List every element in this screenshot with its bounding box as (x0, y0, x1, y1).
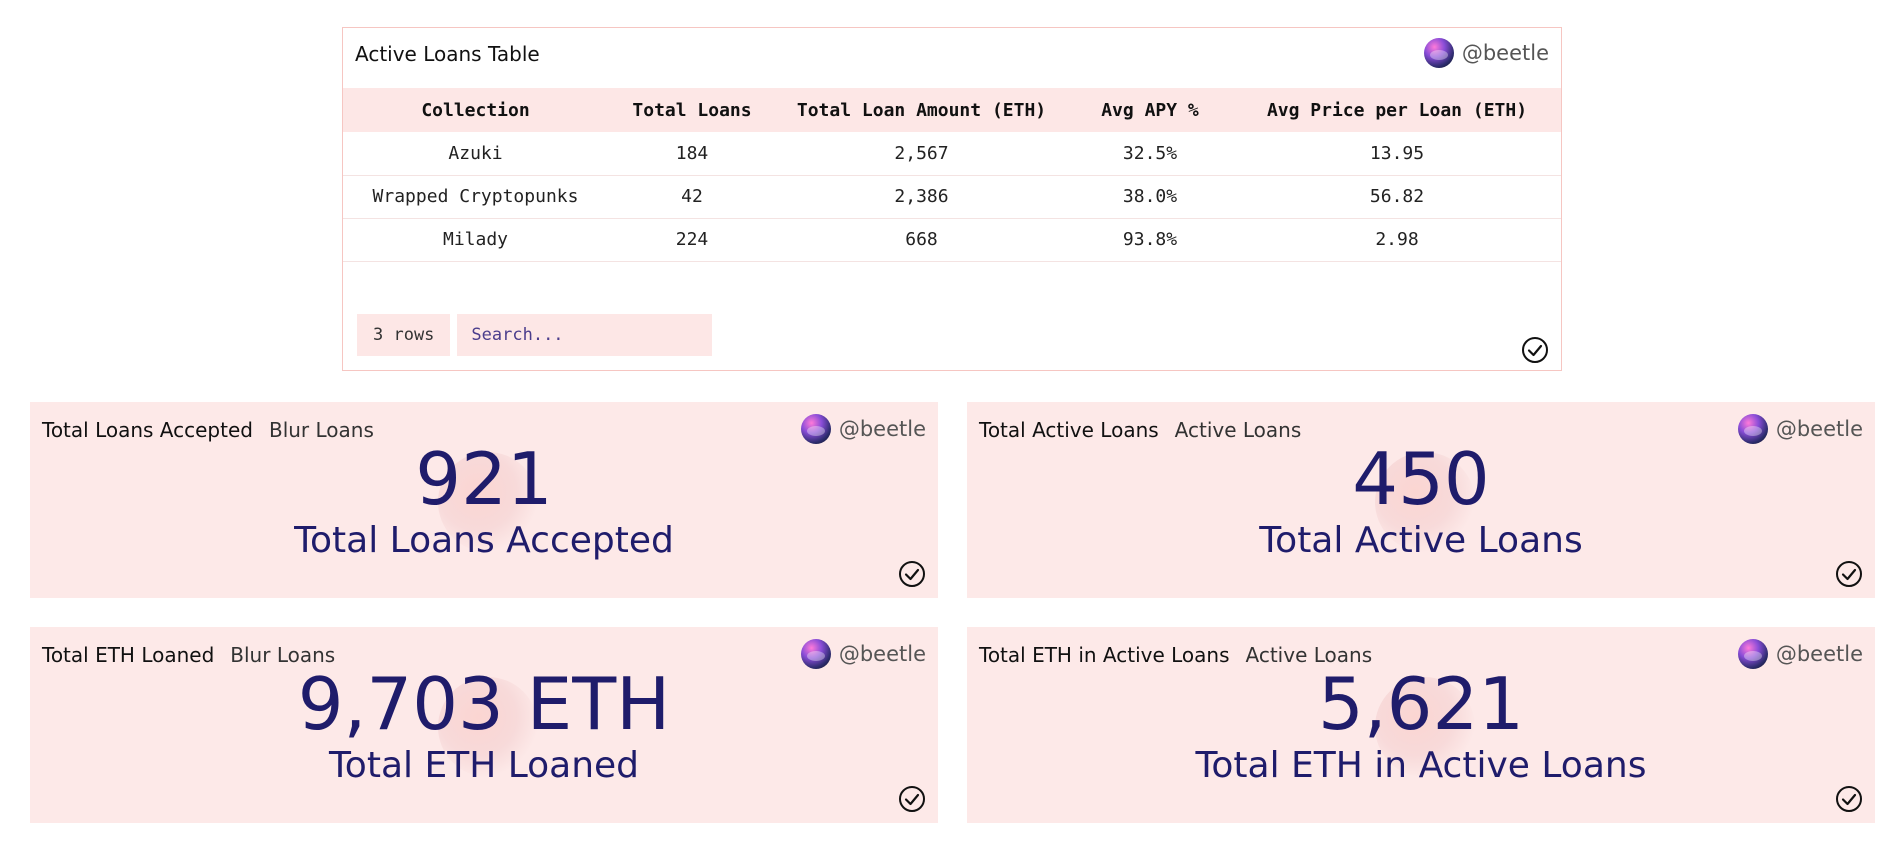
table-footer: 3 rows (357, 314, 713, 356)
check-circle-icon[interactable] (1835, 560, 1863, 588)
cell-collection: Azuki (343, 132, 608, 176)
user-avatar (1737, 639, 1768, 669)
stat-card-total-active-loans: Total Active Loans Active Loans @beetle … (967, 402, 1875, 598)
stat-value: 450 (1352, 437, 1490, 521)
stat-card-title: Total ETH Loaned (42, 643, 215, 667)
active-loans-table-card: Active Loans Table @beetle Collection To… (342, 27, 1562, 371)
cell-avg-price: 2.98 (1233, 218, 1561, 262)
author-link[interactable]: @beetle (1737, 639, 1863, 669)
stat-card-header: Total Loans Accepted Blur Loans (42, 418, 374, 442)
cell-total-loans: 224 (608, 218, 776, 262)
stat-card-title: Total ETH in Active Loans (979, 643, 1230, 667)
cell-total-loan-amount: 2,386 (776, 175, 1067, 219)
column-header-total-loans[interactable]: Total Loans (632, 99, 752, 121)
user-avatar (1737, 414, 1768, 444)
author-handle: @beetle (838, 642, 926, 666)
column-header-total-loan-amount[interactable]: Total Loan Amount (ETH) (796, 99, 1047, 121)
author-handle: @beetle (1775, 417, 1863, 441)
stat-card-total-eth-loaned: Total ETH Loaned Blur Loans @beetle 9,70… (30, 627, 938, 823)
user-avatar (800, 414, 831, 444)
cell-total-loans: 42 (608, 175, 776, 219)
stat-value: 9,703 ETH (297, 662, 671, 746)
stat-card-title: Total Active Loans (979, 418, 1159, 442)
stat-label: Total Active Loans (1259, 520, 1583, 561)
column-header-avg-price-per-loan[interactable]: Avg Price per Loan (ETH) (1266, 99, 1528, 121)
stat-card-header: Total Active Loans Active Loans (979, 418, 1301, 442)
stat-card-header: Total ETH in Active Loans Active Loans (979, 643, 1372, 667)
stat-card-header: Total ETH Loaned Blur Loans (42, 643, 335, 667)
loans-table: Collection Total Loans Total Loan Amount… (343, 88, 1561, 262)
stat-card-title: Total Loans Accepted (42, 418, 253, 442)
cell-collection: Wrapped Cryptopunks (343, 175, 608, 219)
watermark-logo (438, 452, 538, 552)
cell-avg-price: 13.95 (1233, 132, 1561, 176)
cell-avg-price: 56.82 (1233, 175, 1561, 219)
table-row: Azuki 184 2,567 32.5% 13.95 (343, 132, 1561, 176)
cell-avg-apy: 32.5% (1067, 132, 1233, 176)
check-circle-icon[interactable] (898, 560, 926, 588)
author-link[interactable]: @beetle (1423, 38, 1549, 68)
author-handle: @beetle (1775, 642, 1863, 666)
user-avatar (800, 639, 831, 669)
author-handle: @beetle (1461, 41, 1549, 65)
stat-card-subtitle: Blur Loans (268, 418, 374, 442)
author-handle: @beetle (838, 417, 926, 441)
stat-label: Total ETH Loaned (328, 745, 640, 786)
table-card-title: Active Loans Table (355, 42, 540, 66)
table-row: Milady 224 668 93.8% 2.98 (343, 218, 1561, 262)
table-row: Wrapped Cryptopunks 42 2,386 38.0% 56.82 (343, 175, 1561, 219)
cell-total-loan-amount: 2,567 (776, 132, 1067, 176)
watermark-logo (1375, 452, 1475, 552)
table-header-row: Collection Total Loans Total Loan Amount… (343, 88, 1561, 132)
stat-card-total-loans-accepted: Total Loans Accepted Blur Loans @beetle … (30, 402, 938, 598)
stat-value: 921 (415, 437, 553, 521)
stat-value: 5,621 (1317, 662, 1525, 746)
column-header-avg-apy[interactable]: Avg APY % (1101, 99, 1199, 121)
stat-card-subtitle: Active Loans (1174, 418, 1302, 442)
stat-card-total-eth-in-active-loans: Total ETH in Active Loans Active Loans @… (967, 627, 1875, 823)
cell-total-loan-amount: 668 (776, 218, 1067, 262)
cell-collection: Milady (343, 218, 608, 262)
check-circle-icon[interactable] (1835, 785, 1863, 813)
cell-total-loans: 184 (608, 132, 776, 176)
watermark-logo (1375, 677, 1475, 777)
user-avatar (1423, 38, 1454, 68)
stat-label: Total ETH in Active Loans (1195, 745, 1647, 786)
search-input[interactable] (457, 314, 713, 356)
column-header-collection[interactable]: Collection (421, 99, 530, 121)
watermark-logo (438, 677, 538, 777)
cell-avg-apy: 38.0% (1067, 175, 1233, 219)
author-link[interactable]: @beetle (1737, 414, 1863, 444)
check-circle-icon[interactable] (1521, 336, 1549, 364)
author-link[interactable]: @beetle (800, 414, 926, 444)
check-circle-icon[interactable] (898, 785, 926, 813)
row-count-badge: 3 rows (357, 314, 451, 356)
cell-avg-apy: 93.8% (1067, 218, 1233, 262)
author-link[interactable]: @beetle (800, 639, 926, 669)
stat-card-subtitle: Blur Loans (230, 643, 336, 667)
stat-card-subtitle: Active Loans (1245, 643, 1373, 667)
stat-label: Total Loans Accepted (294, 520, 674, 561)
